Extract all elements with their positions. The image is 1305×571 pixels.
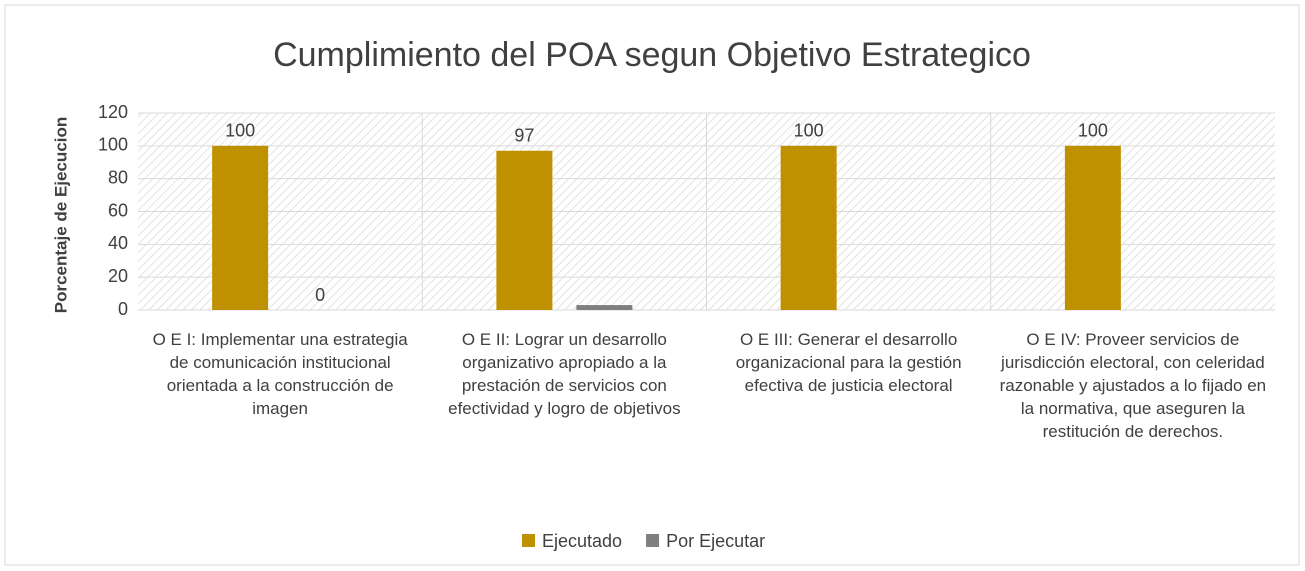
y-tick-label: 60 xyxy=(108,200,128,220)
y-tick-label: 0 xyxy=(118,299,128,319)
legend-label: Ejecutado xyxy=(542,531,622,551)
legend-label: Por Ejecutar xyxy=(666,531,765,551)
chart-title: Cumplimiento del POA segun Objetivo Estr… xyxy=(273,36,1031,74)
y-tick-label: 80 xyxy=(108,167,128,187)
bar xyxy=(576,305,633,310)
data-label: 100 xyxy=(225,121,255,141)
x-tick-label: O E II: Lograr un desarrollo organizativ… xyxy=(448,330,681,418)
data-label: 100 xyxy=(794,121,824,141)
x-tick-label: O E I: Implementar una estrategia de com… xyxy=(152,330,408,418)
bar xyxy=(212,145,269,310)
y-tick-label: 100 xyxy=(98,135,128,155)
data-label: 0 xyxy=(315,285,325,305)
y-tick-label: 120 xyxy=(98,102,128,122)
bar xyxy=(1064,145,1121,310)
y-tick-label: 20 xyxy=(108,266,128,286)
bar xyxy=(496,150,553,310)
x-tick-label: O E IV: Proveer servicios de jurisdicció… xyxy=(999,330,1267,441)
x-tick-label: O E III: Generar el desarrollo organizac… xyxy=(735,330,962,395)
legend-swatch xyxy=(646,534,660,547)
bar xyxy=(780,145,837,310)
y-tick-label: 40 xyxy=(108,233,128,253)
data-label: 100 xyxy=(1078,121,1108,141)
y-axis-title: Porcentaje de Ejecucion xyxy=(51,117,70,314)
data-label: 97 xyxy=(514,126,534,146)
legend-swatch xyxy=(522,534,535,547)
